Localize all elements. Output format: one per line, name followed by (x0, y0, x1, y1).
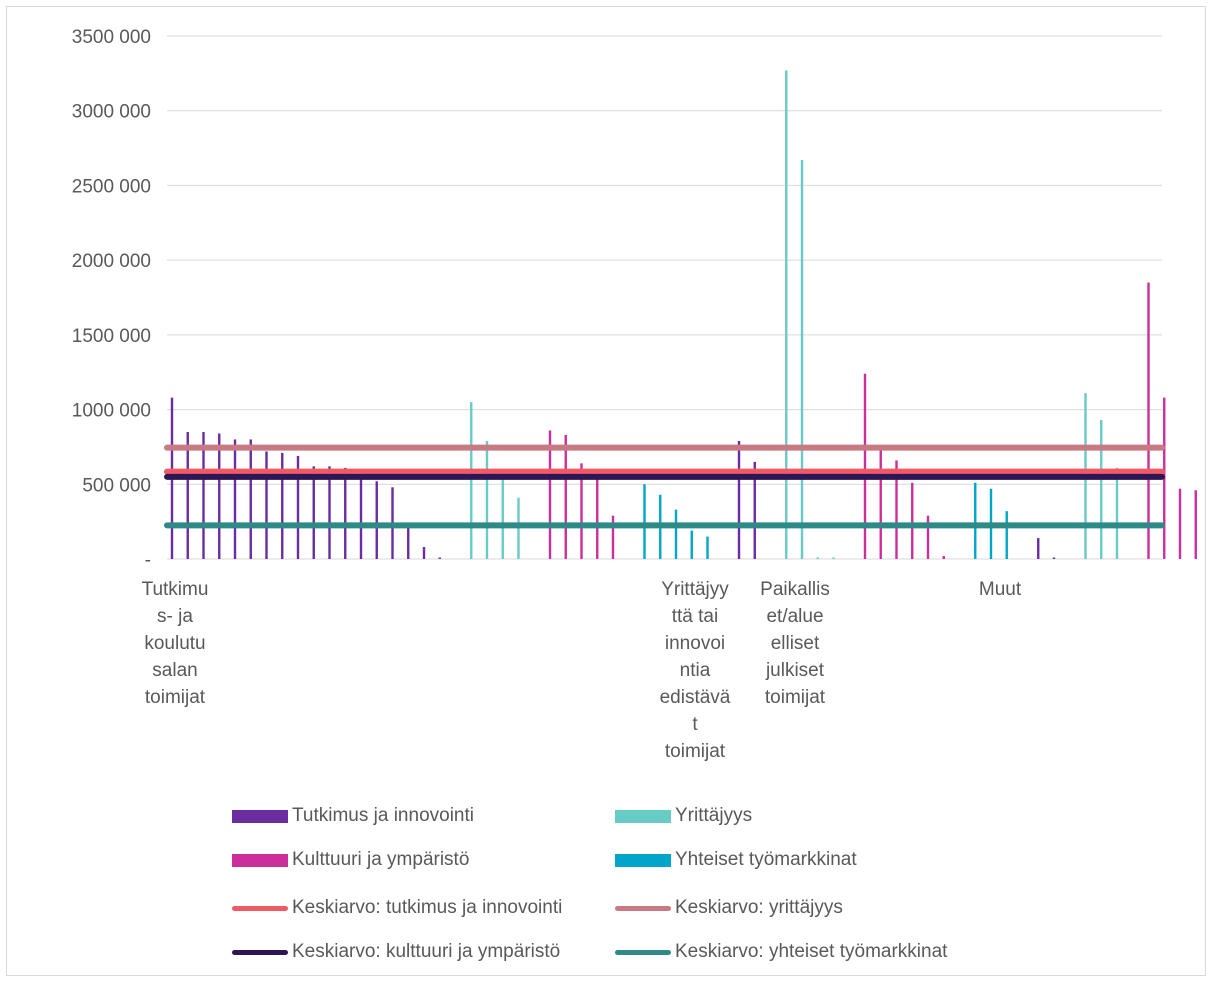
y-tick-label: 3500 000 (72, 27, 151, 48)
legend-item: Keskiarvo: yhteiset työmarkkinat (615, 941, 947, 963)
bar (911, 482, 914, 559)
bar (863, 373, 867, 559)
bar (879, 449, 882, 559)
bar (296, 455, 300, 559)
x-category-label: Paikallis et/alue elliset julkiset toimi… (760, 579, 830, 708)
bar (548, 430, 552, 559)
bar (690, 530, 693, 559)
bar (218, 433, 221, 559)
legend-label: Keskiarvo: kulttuuri ja ympäristö (292, 941, 561, 962)
bar (800, 160, 804, 560)
bar (281, 452, 284, 559)
bar (737, 440, 741, 559)
x-category-label: Yrittäjyy ttä tai innovoi ntia edistävä … (659, 579, 731, 762)
bar (485, 440, 489, 559)
bar (706, 536, 709, 559)
bar (674, 509, 678, 559)
y-tick-label: - (145, 550, 151, 571)
bar (1147, 282, 1150, 559)
bar (611, 515, 615, 559)
bar (942, 556, 945, 559)
y-tick-label: 1000 000 (72, 401, 151, 422)
bar (564, 434, 567, 559)
bar (1100, 420, 1103, 559)
bar (407, 523, 410, 559)
x-category-label: Muut (978, 579, 1022, 600)
bar (974, 482, 977, 559)
legend-label: Keskiarvo: yhteiset työmarkkinat (675, 941, 948, 962)
legend-label: Keskiarvo: yrittäjyys (675, 897, 843, 918)
bar (816, 557, 819, 559)
legend-item: Kulttuuri ja ympäristö (232, 849, 469, 871)
legend-swatch (232, 905, 288, 911)
bar (470, 402, 473, 559)
bar (1052, 557, 1056, 559)
bar (1178, 488, 1182, 559)
bar (375, 481, 378, 559)
legend-label: Yhteiset työmarkkinat (675, 849, 857, 870)
chart-plot: - 500 000 1000 000 1500 000 2000 000 2500 000… (72, 27, 1197, 571)
bar (580, 463, 583, 559)
legend-item: Keskiarvo: yrittäjyys (615, 897, 843, 919)
legend-item: Keskiarvo: kulttuuri ja ympäristö (232, 941, 560, 963)
legend-swatch (615, 809, 671, 823)
y-tick-label: 2000 000 (72, 251, 151, 272)
bar (1037, 538, 1040, 559)
y-tick-label: 2500 000 (72, 176, 151, 197)
chart-frame: - 500 000 1000 000 1500 000 2000 000 2500 000… (6, 6, 1206, 976)
bar (265, 451, 268, 559)
legend-swatch (232, 949, 288, 955)
legend-swatch (232, 809, 288, 823)
bar (1005, 511, 1008, 559)
bar (596, 475, 599, 559)
legend-label: Yrittäjyys (675, 805, 753, 826)
bar (501, 469, 504, 559)
legend-item: Keskiarvo: tutkimus ja innovointi (232, 897, 562, 919)
bar (753, 461, 756, 559)
bar (785, 70, 788, 559)
y-tick-label: 1500 000 (72, 326, 151, 347)
x-category-label: Tutkimu s- ja koulutu salan toimijat (141, 579, 209, 708)
legend-label: Tutkimus ja innovointi (292, 805, 474, 826)
legend-swatch (615, 949, 671, 955)
bar (1115, 467, 1119, 559)
legend-item: Yhteiset työmarkkinat (615, 849, 857, 871)
legend-item: Yrittäjyys (615, 805, 752, 827)
bar (249, 439, 252, 559)
bar (422, 547, 426, 559)
legend-label: Keskiarvo: tutkimus ja innovointi (292, 897, 563, 918)
bar (233, 439, 237, 559)
bar (895, 460, 898, 559)
y-tick-label: 3000 000 (72, 102, 151, 123)
bar (643, 484, 646, 559)
legend-swatch (615, 853, 671, 867)
legend-swatch (232, 853, 288, 867)
bar (438, 557, 441, 559)
y-tick-label: 500 000 (82, 475, 151, 496)
bar (926, 515, 930, 559)
bar (186, 431, 189, 559)
bar (344, 467, 347, 559)
legend-label: Kulttuuri ja ympäristö (292, 849, 470, 870)
bar (328, 466, 331, 559)
bar (202, 431, 205, 559)
bar (832, 557, 835, 559)
bar (312, 466, 315, 559)
bar (359, 475, 363, 559)
bar (1194, 490, 1197, 559)
legend-item: Tutkimus ja innovointi (232, 805, 474, 827)
legend-swatch (615, 905, 671, 911)
